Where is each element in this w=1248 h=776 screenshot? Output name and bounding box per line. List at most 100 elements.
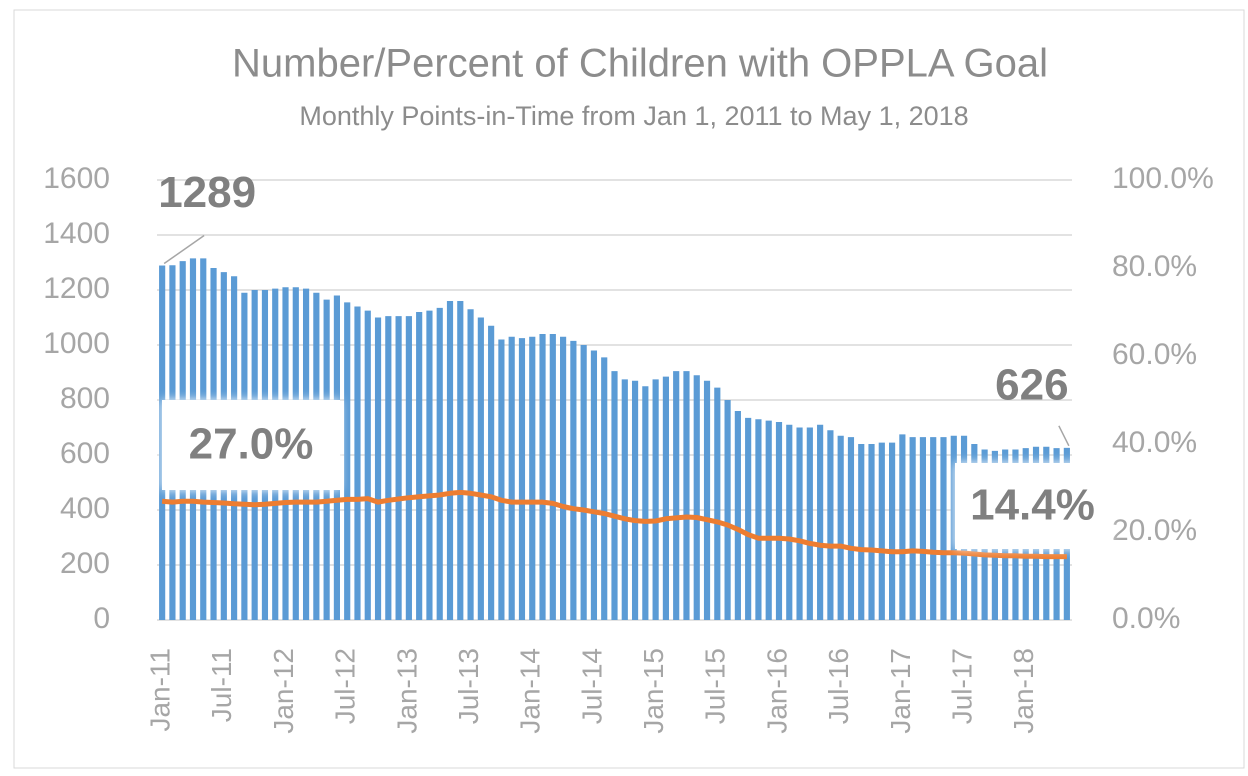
x-tick-label: Jan-13 [391, 648, 422, 734]
bar [755, 419, 762, 620]
bar [457, 301, 464, 620]
bar [549, 334, 556, 620]
bar [621, 379, 628, 620]
x-tick-label: Jul-15 [700, 648, 731, 724]
bar [796, 427, 803, 620]
bar [683, 371, 690, 620]
bar [847, 437, 855, 620]
bar [446, 301, 454, 620]
bar [673, 371, 680, 620]
y-tick-label: 1400 [43, 217, 110, 250]
bar [940, 437, 947, 620]
bar [775, 422, 783, 620]
y-tick-label: 0 [93, 602, 110, 635]
bar [416, 312, 423, 620]
x-tick-label: Jan-18 [1008, 648, 1039, 734]
x-tick-label: Jan-16 [761, 648, 792, 734]
line [161, 489, 1067, 560]
y2-tick-label: 20.0% [1112, 514, 1197, 547]
bar [405, 316, 412, 620]
x-tick-label: Jan-14 [515, 648, 546, 734]
bar [385, 316, 392, 620]
bar [724, 400, 731, 620]
labels: 0 200 400 600 800 1000 1200 1400 1600 0.0% 20.0% 40… [43, 162, 1214, 734]
y2-tick-label: 0.0% [1112, 602, 1180, 635]
data-label: 1289 [158, 168, 256, 217]
label-box [162, 400, 340, 490]
bar [703, 380, 711, 620]
y-tick-label: 400 [60, 492, 110, 525]
x-tick-label: Jan-17 [885, 648, 916, 734]
bar [868, 444, 875, 620]
chart-title: Number/Percent of Children with OPPLA Go… [232, 42, 1048, 86]
bar [488, 325, 495, 620]
y2-tick-label: 100.0% [1112, 162, 1214, 195]
bar [426, 310, 433, 620]
y-tick-label: 600 [60, 437, 110, 470]
bar [539, 334, 546, 620]
bar [878, 442, 885, 620]
y-tick-label: 200 [60, 547, 110, 580]
bar [518, 338, 526, 620]
x-tick-label: Jul-12 [330, 648, 361, 724]
x-tick-label: Jul-17 [946, 648, 977, 724]
bar [858, 444, 865, 620]
bar [930, 437, 937, 620]
bar [477, 317, 484, 620]
bar [889, 442, 896, 620]
bar [745, 417, 752, 620]
bar [714, 387, 721, 620]
bar [919, 437, 927, 620]
x-tick-label: Jul-16 [823, 648, 854, 724]
chart-subtitle: Monthly Points-in-Time from Jan 1, 2011 … [299, 101, 968, 131]
chart-border [13, 9, 1245, 769]
bar [364, 310, 371, 620]
x-tick-label: Jul-11 [206, 648, 237, 722]
bar [817, 424, 824, 620]
x-tick-label: Jul-14 [576, 648, 607, 724]
bar [611, 371, 618, 620]
data-label: 626 [995, 360, 1068, 409]
bar [899, 434, 906, 620]
bar [467, 309, 474, 620]
grid [157, 179, 1072, 621]
leader-line [1058, 425, 1070, 447]
bar [580, 345, 587, 620]
y-tick-label: 1200 [43, 272, 110, 305]
bar [642, 386, 649, 620]
bar [529, 336, 536, 620]
bar [827, 430, 834, 620]
bar [354, 306, 361, 620]
x-tick-label: Jul-13 [453, 648, 484, 724]
data-label: 14.4% [970, 481, 1095, 530]
bar [786, 424, 793, 620]
bar [765, 420, 772, 620]
bar [950, 435, 957, 620]
bar [508, 336, 515, 620]
lines [161, 489, 1067, 560]
bar [652, 379, 659, 620]
bar [344, 302, 351, 620]
bar [374, 317, 382, 620]
y2-tick-label: 80.0% [1112, 250, 1197, 283]
bar [590, 350, 598, 620]
x-tick-label: Jan-12 [268, 648, 299, 734]
bar [734, 411, 741, 620]
label-box [955, 463, 1110, 549]
bar [570, 340, 577, 620]
y2-tick-label: 40.0% [1112, 426, 1197, 459]
bar [806, 427, 813, 620]
x-tick-label: Jan-11 [145, 648, 176, 732]
bar [837, 435, 844, 620]
y-tick-label: 800 [60, 382, 110, 415]
bar [693, 375, 700, 620]
bar [436, 307, 443, 620]
bar [601, 357, 608, 620]
leader-line [163, 234, 205, 265]
bar [631, 380, 639, 620]
bar [560, 336, 567, 620]
data-label: 27.0% [189, 420, 314, 469]
bar [498, 339, 505, 620]
y-tick-label: 1600 [43, 162, 110, 195]
